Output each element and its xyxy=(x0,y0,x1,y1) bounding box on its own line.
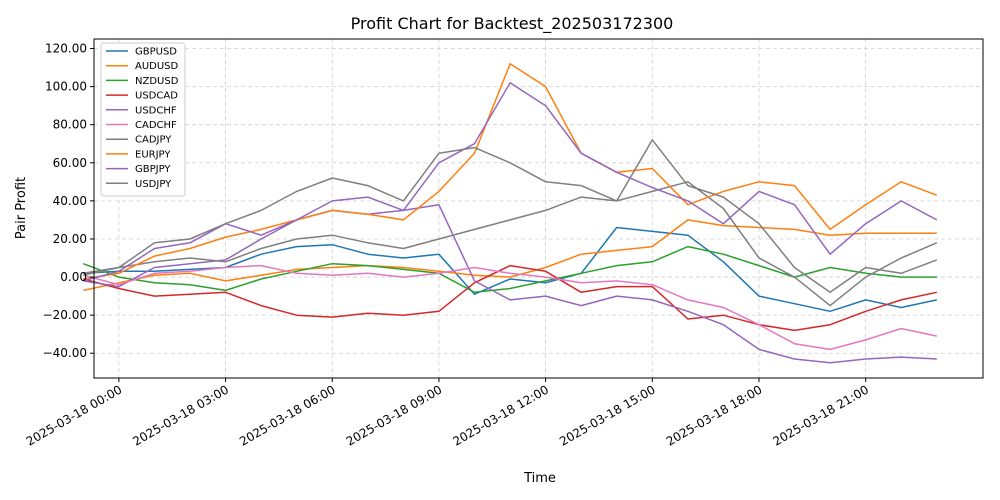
y-tick-label: 20.00 xyxy=(53,232,87,246)
series-line-cadchf xyxy=(83,264,937,351)
series-line-gbpjpy xyxy=(83,82,938,282)
y-tick-label: 100.00 xyxy=(45,80,87,94)
legend-label: GBPUSD xyxy=(135,47,177,58)
series-line-eurjpy xyxy=(83,63,938,280)
y-axis-label: Pair Profit xyxy=(14,177,29,239)
series-line-usdcad xyxy=(83,264,937,332)
x-tick-label: 2025-03-18 12:00 xyxy=(450,382,551,448)
series-line-usdjpy xyxy=(83,139,938,294)
series-line-audusd xyxy=(83,219,937,292)
legend: GBPUSD AUDUSD NZDUSD USDCAD USDCHF CADCHF CADJ… xyxy=(100,42,186,197)
legend-label: GBPJPY xyxy=(135,164,171,175)
x-axis-label: Time xyxy=(523,471,556,486)
legend-label: USDCAD xyxy=(135,91,178,102)
x-tick-label: 2025-03-18 18:00 xyxy=(664,382,765,448)
y-tick-label: 0.00 xyxy=(60,270,87,284)
y-tick-label: −20.00 xyxy=(43,308,87,322)
y-axis-ticks: −40.00 −20.00 0.00 20.00 40.00 60.00 80.00 100.… xyxy=(43,42,94,360)
series-line-cadjpy xyxy=(83,181,938,307)
legend-label: NZDUSD xyxy=(135,76,179,87)
chart-title: Profit Chart for Backtest_202503172300 xyxy=(351,14,674,34)
legend-label: CADCHF xyxy=(135,120,177,131)
x-tick-label: 2025-03-18 00:00 xyxy=(24,382,125,448)
legend-label: USDCHF xyxy=(135,105,177,116)
legend-label: EURJPY xyxy=(135,149,171,160)
x-tick-label: 2025-03-18 21:00 xyxy=(770,382,871,448)
y-tick-label: 60.00 xyxy=(53,156,87,170)
series-line-usdchf xyxy=(83,203,937,364)
y-tick-label: 120.00 xyxy=(45,42,87,56)
series-lines xyxy=(83,63,938,364)
legend-label: AUDUSD xyxy=(135,61,179,72)
plot-area-frame xyxy=(93,38,984,379)
legend-label: CADJPY xyxy=(135,135,172,146)
y-tick-label: 40.00 xyxy=(53,194,87,208)
grid xyxy=(94,39,983,378)
x-axis-ticks: 2025-03-18 00:00 2025-03-18 03:00 2025-03-… xyxy=(24,378,871,449)
y-tick-label: 80.00 xyxy=(53,118,87,132)
x-tick-label: 2025-03-18 06:00 xyxy=(237,382,338,448)
legend-label: USDJPY xyxy=(135,179,172,190)
x-tick-label: 2025-03-18 15:00 xyxy=(557,382,658,448)
x-tick-label: 2025-03-18 09:00 xyxy=(344,382,445,448)
x-tick-label: 2025-03-18 03:00 xyxy=(130,382,231,448)
y-tick-label: −40.00 xyxy=(43,346,87,360)
legend-box xyxy=(100,42,186,197)
